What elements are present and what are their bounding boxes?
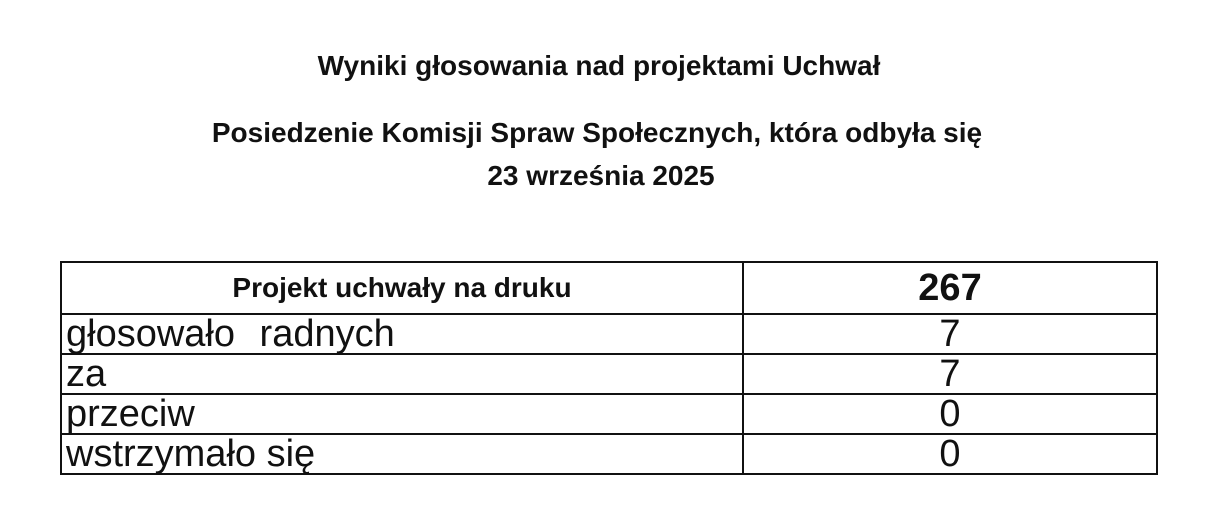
row-label: za <box>60 353 744 395</box>
table-header-row: Projekt uchwały na druku 267 <box>60 261 1158 315</box>
voting-results-table: Projekt uchwały na druku 267 głosowało r… <box>60 261 1158 475</box>
row-label: głosowało radnych <box>60 313 744 355</box>
table-row: wstrzymało się 0 <box>60 433 1158 475</box>
meeting-subtitle: Posiedzenie Komisji Spraw Społecznych, k… <box>211 117 983 148</box>
row-value: 0 <box>742 393 1158 435</box>
print-number-label: Projekt uchwały na druku <box>60 261 744 315</box>
table-row: głosowało radnych 7 <box>60 313 1158 355</box>
meeting-date: 23 września 2025 <box>487 160 715 191</box>
table-row: przeciw 0 <box>60 393 1158 435</box>
table-row: za 7 <box>60 353 1158 395</box>
print-number-value: 267 <box>742 261 1158 315</box>
row-value: 7 <box>742 313 1158 355</box>
row-label: wstrzymało się <box>60 433 744 475</box>
row-value: 7 <box>742 353 1158 395</box>
row-label: przeciw <box>60 393 744 435</box>
row-value: 0 <box>742 433 1158 475</box>
document-title: Wyniki głosowania nad projektami Uchwał <box>317 50 881 81</box>
